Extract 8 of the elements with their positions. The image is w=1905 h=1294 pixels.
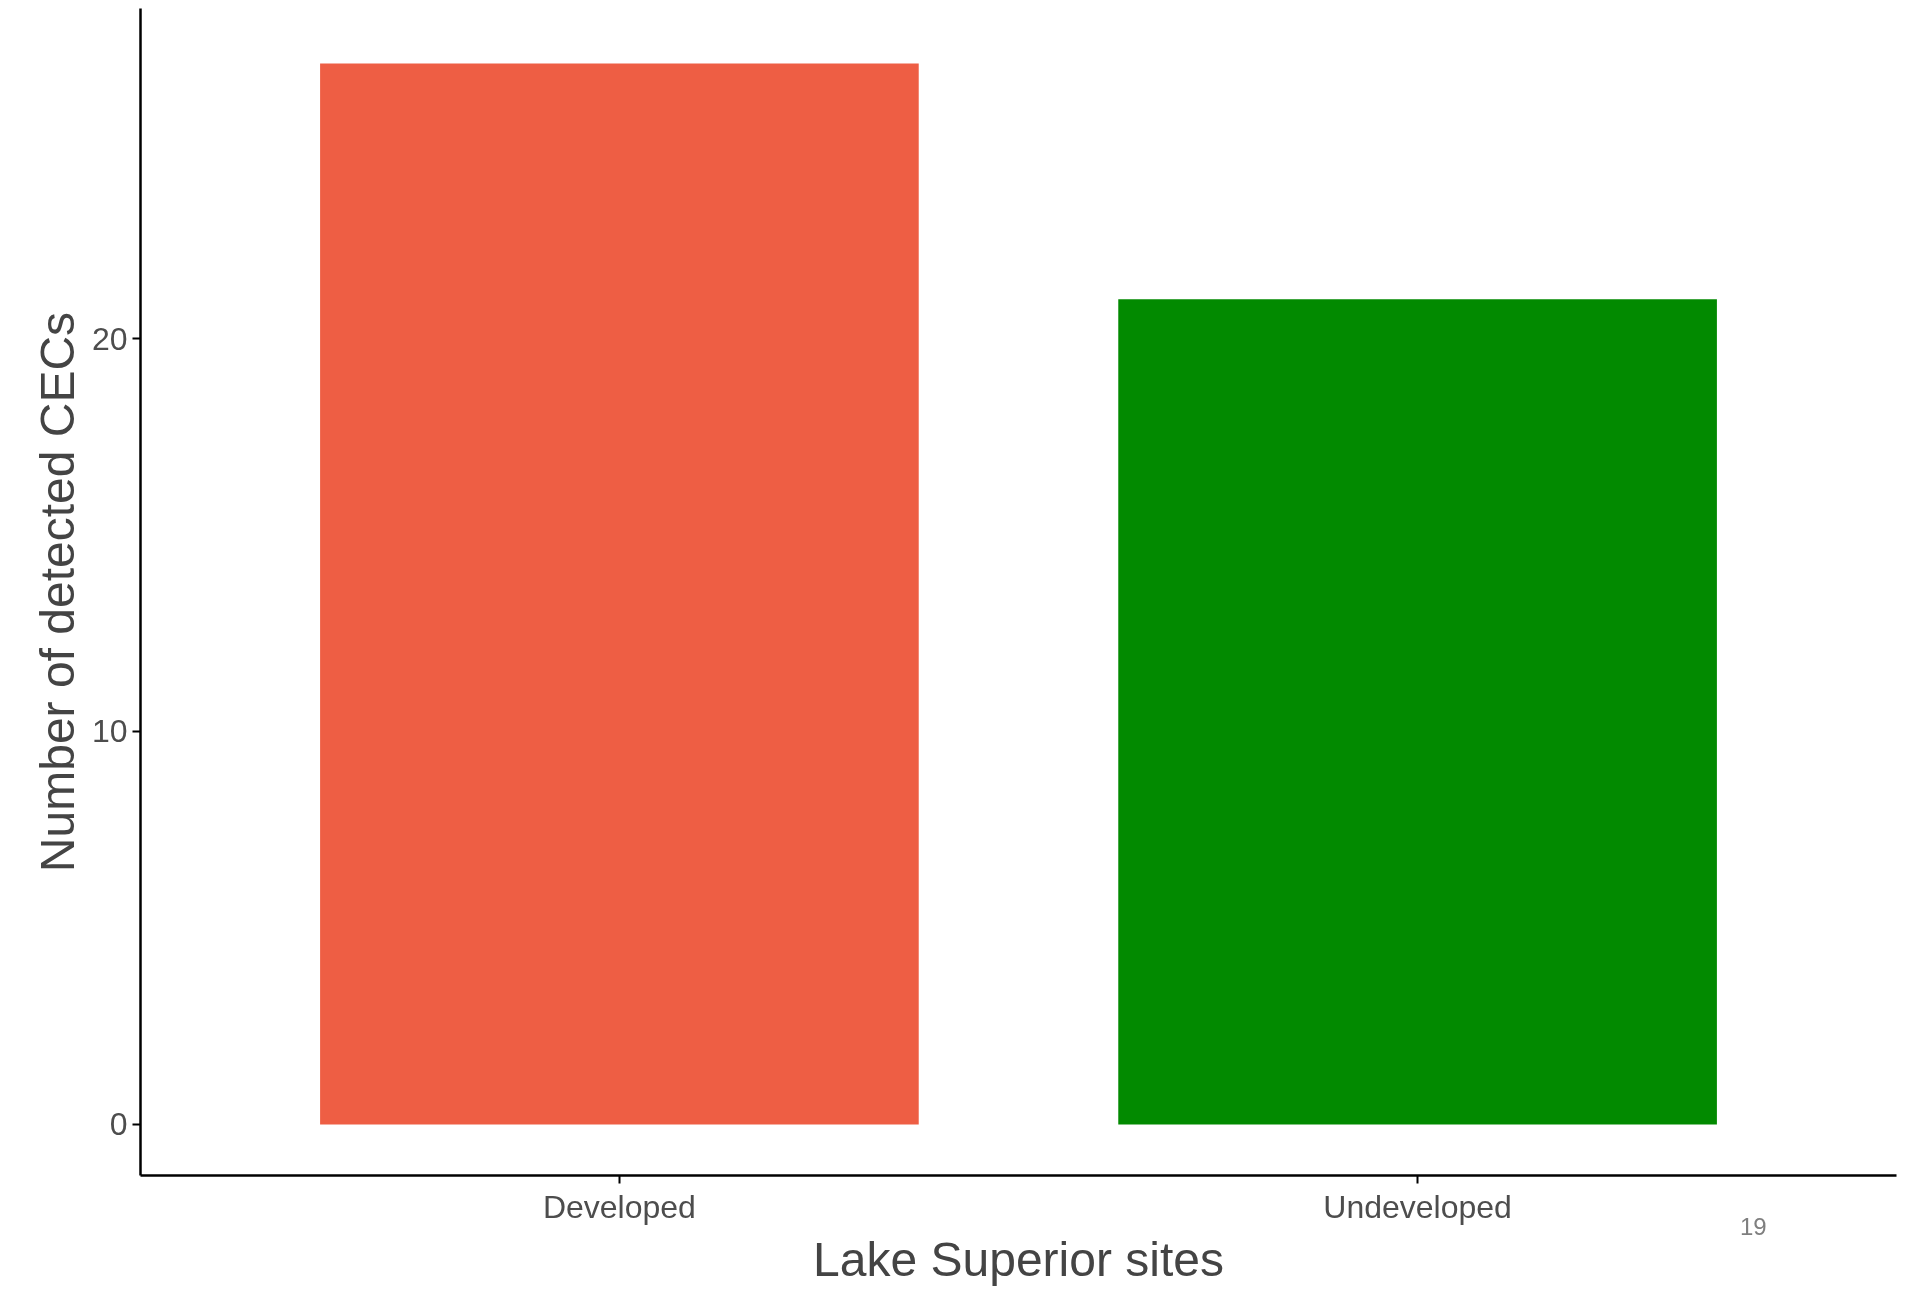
y-axis-title: Number of detected CECs — [30, 311, 84, 873]
text: 19 — [1740, 1212, 1767, 1242]
x-tick-label: Developed — [542, 1188, 696, 1225]
x-axis-title: Lake Superior sites — [813, 1232, 1224, 1286]
x-tick-label: Undeveloped — [1323, 1188, 1512, 1225]
y-tick-label: 20 — [91, 320, 128, 357]
y-tick-label: 10 — [91, 713, 128, 750]
y-tick-label: 0 — [109, 1106, 128, 1143]
